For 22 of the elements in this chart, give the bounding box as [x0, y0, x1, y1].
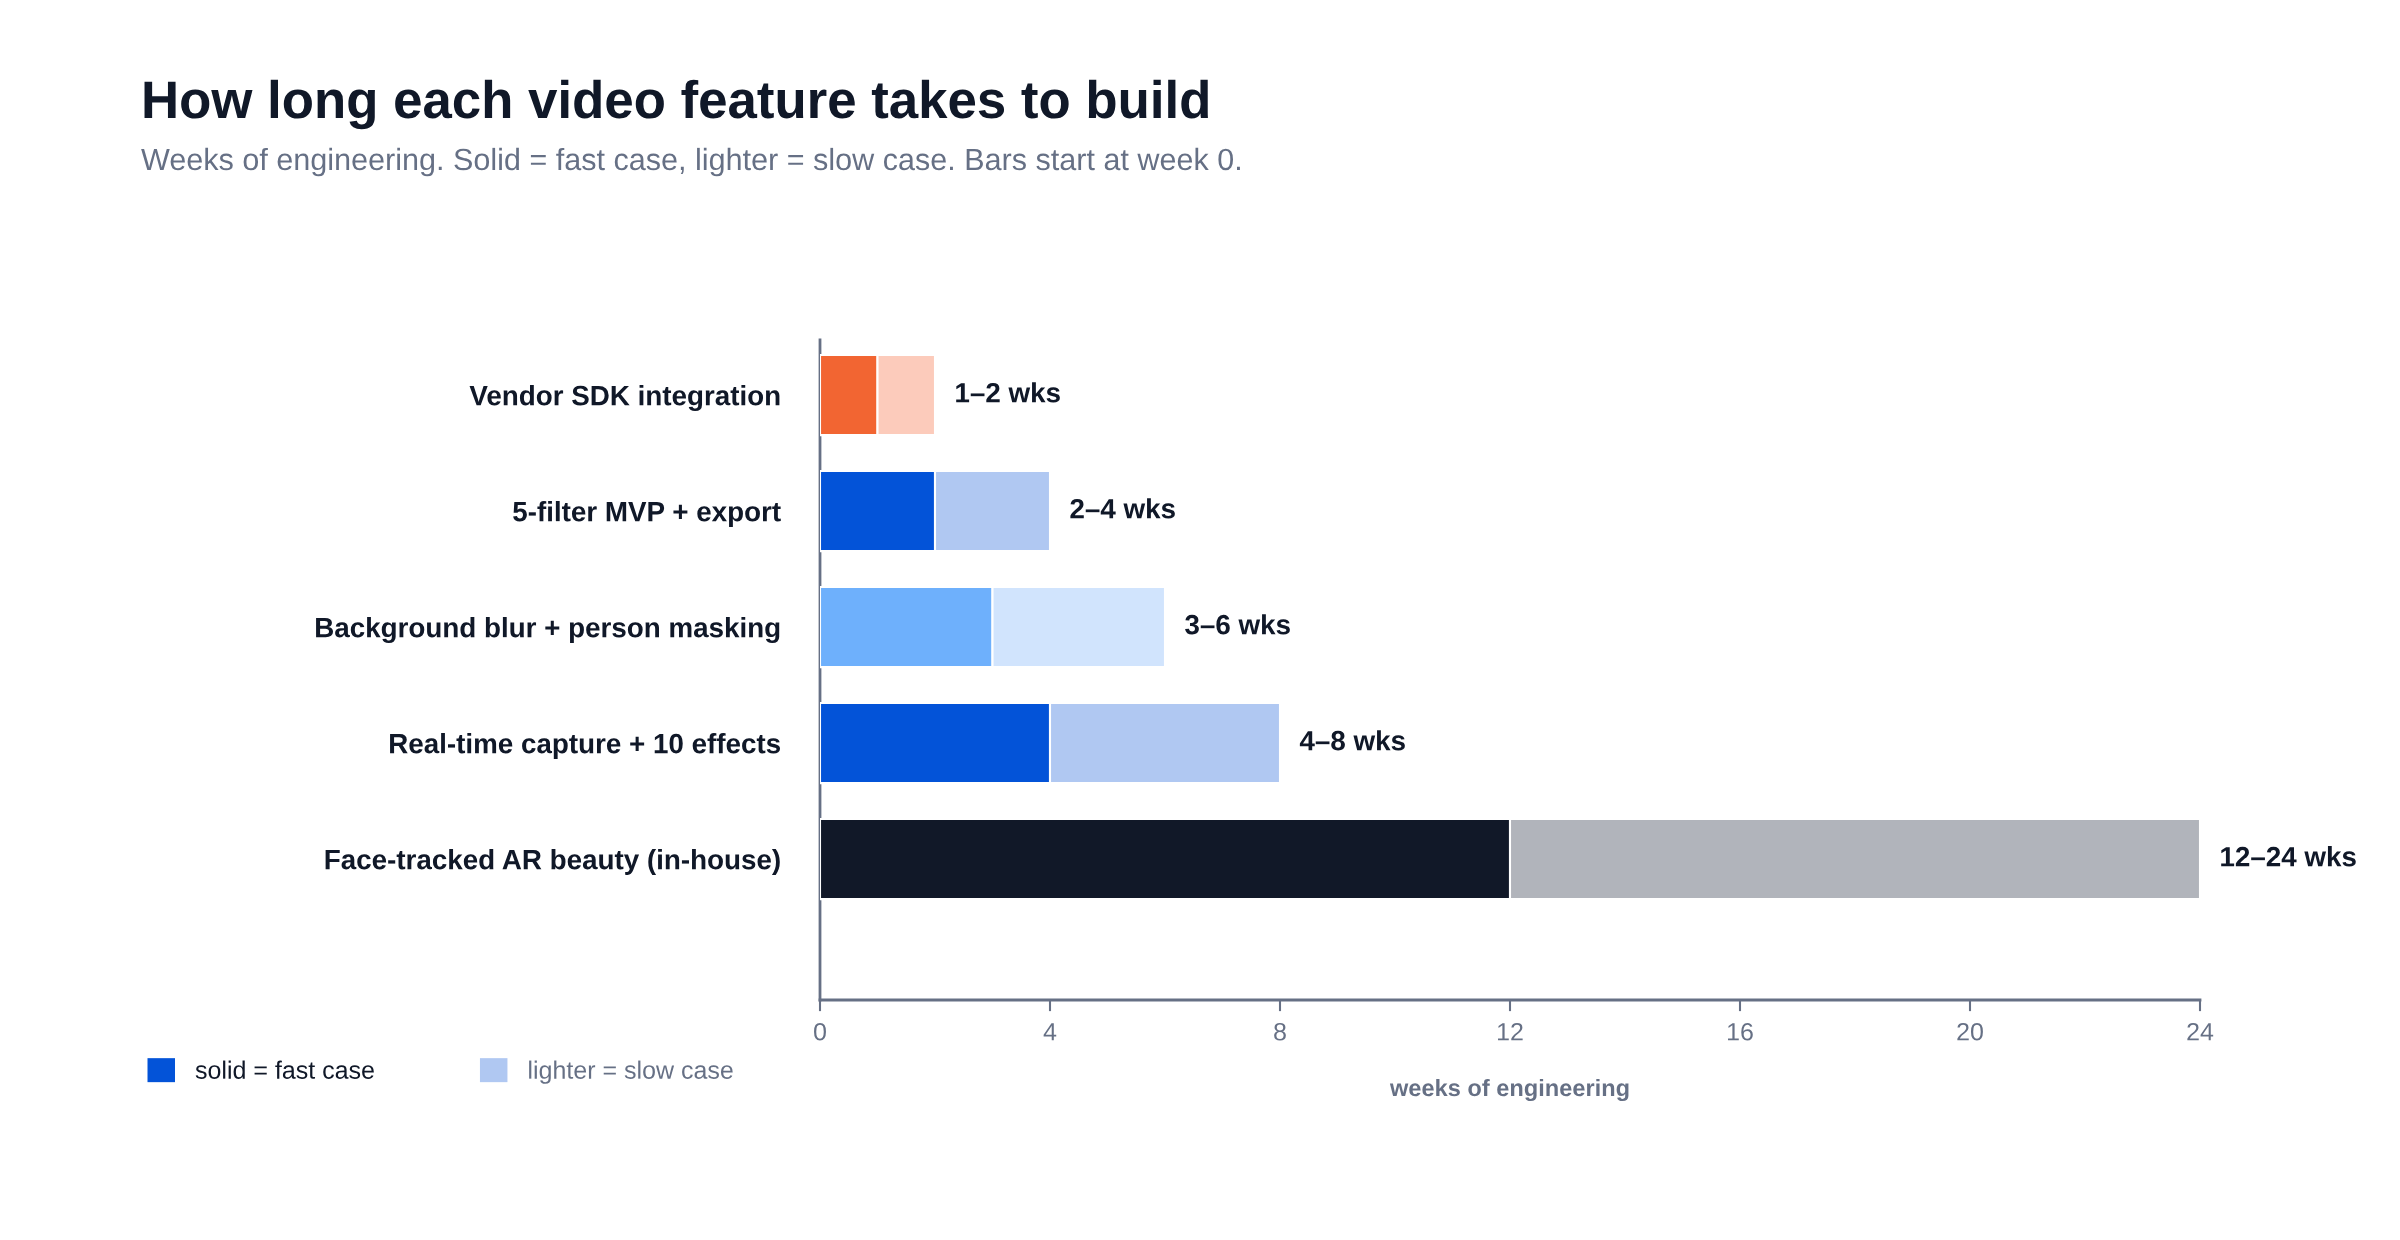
data-label: 4–8 wks: [1299, 730, 1405, 751]
x-tick-label: 12: [1498, 1022, 1523, 1041]
x-axis-title: weeks of engineering: [1389, 1078, 1629, 1102]
chart-subtitle: Weeks of engineering. Solid = fast case, lighter = slow case. Bars start at week 0.: [141, 147, 1240, 177]
y-tick-label: Vendor SDK integration: [469, 385, 780, 412]
x-tick-label: 24: [2187, 1022, 2214, 1041]
data-label: 2–4 wks: [1070, 498, 1175, 519]
y-tick-label: 5-filter MVP + export: [513, 501, 781, 527]
x-tick-label: 8: [1274, 1022, 1286, 1041]
chart-title: How long each video feature takes to build: [144, 79, 1208, 130]
x-tick-label: 4: [1043, 1023, 1057, 1041]
data-label: 1–2 wks: [956, 382, 1060, 403]
x-tick-label: 0: [814, 1022, 826, 1041]
data-label: 12–24 wks: [2221, 846, 2356, 867]
x-tick-label: 20: [1957, 1022, 1983, 1041]
x-tick-label: 16: [1728, 1022, 1753, 1041]
data-label: 3–6 wks: [1185, 614, 1290, 635]
legend-label: lighter = slow case: [529, 1060, 733, 1084]
y-tick-label: Face-tracked AR beauty (in-house): [325, 849, 780, 875]
y-tick-label: Real-time capture + 10 effects: [390, 733, 780, 759]
y-tick-label: Background blur + person masking: [316, 617, 780, 644]
legend-label: solid = fast case: [195, 1060, 374, 1079]
